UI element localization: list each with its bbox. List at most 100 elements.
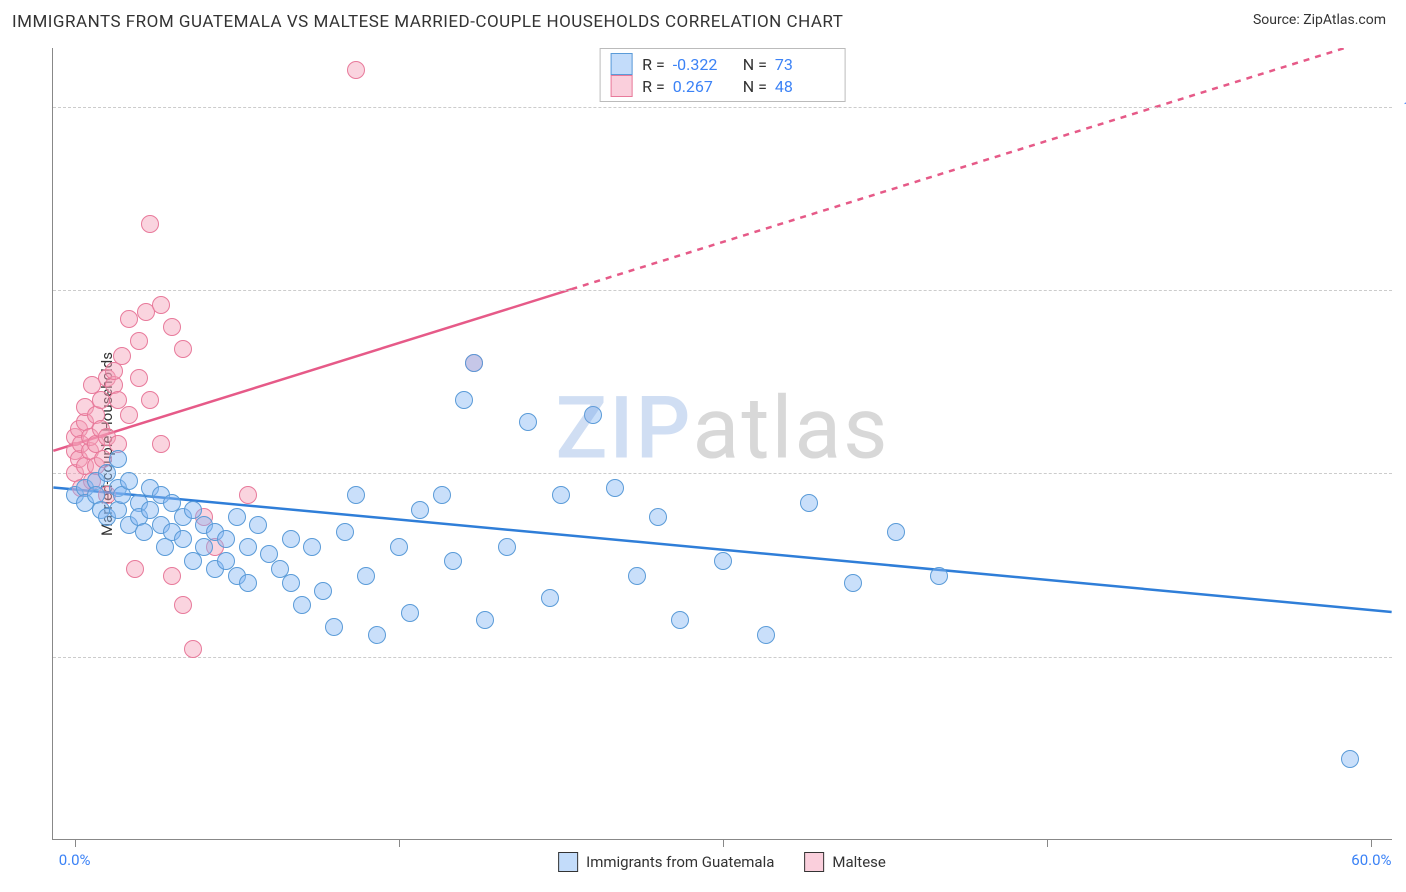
data-point	[444, 552, 462, 570]
chart-title: IMMIGRANTS FROM GUATEMALA VS MALTESE MAR…	[12, 12, 843, 32]
data-point	[174, 340, 192, 358]
data-point	[519, 413, 537, 431]
source-label: Source:	[1253, 12, 1300, 28]
plot-area: Married-couple Households ZIPatlas R =-0…	[52, 48, 1392, 840]
data-point	[184, 552, 202, 570]
watermark: ZIPatlas	[555, 377, 889, 478]
r-label: R =	[642, 55, 665, 74]
r-value: -0.322	[673, 55, 733, 74]
data-point	[800, 494, 818, 512]
data-point	[606, 479, 624, 497]
data-point	[282, 574, 300, 592]
data-point	[141, 391, 159, 409]
data-point	[141, 215, 159, 233]
source-value: ZipAtlas.com	[1303, 12, 1386, 28]
data-point	[347, 486, 365, 504]
r-label: R =	[642, 77, 665, 96]
x-tick	[399, 839, 400, 847]
x-tick	[723, 839, 724, 847]
data-point	[174, 596, 192, 614]
data-point	[163, 567, 181, 585]
data-point	[887, 523, 905, 541]
legend-stat-row: R =-0.322N =73	[610, 53, 835, 75]
data-point	[649, 508, 667, 526]
data-point	[347, 61, 365, 79]
legend-label: Maltese	[832, 853, 885, 871]
data-point	[130, 369, 148, 387]
data-point	[357, 567, 375, 585]
legend-swatch	[558, 852, 578, 872]
n-label: N =	[743, 55, 767, 74]
data-point	[1341, 750, 1359, 768]
gridline-h	[53, 107, 1392, 108]
data-point	[184, 640, 202, 658]
data-point	[336, 523, 354, 541]
y-tick-label: 75.0%	[1397, 281, 1406, 299]
data-point	[465, 354, 483, 372]
data-point	[195, 538, 213, 556]
x-tick-label: 60.0%	[1351, 851, 1391, 869]
x-tick	[1371, 839, 1372, 847]
legend-swatch	[610, 75, 632, 97]
data-point	[433, 486, 451, 504]
x-tick-label: 0.0%	[59, 851, 91, 869]
data-point	[228, 508, 246, 526]
watermark-atlas: atlas	[693, 377, 890, 478]
gridline-h	[53, 290, 1392, 291]
data-point	[411, 501, 429, 519]
data-point	[757, 626, 775, 644]
legend-stat-row: R =0.267N =48	[610, 75, 835, 97]
data-point	[92, 391, 110, 409]
data-point	[584, 406, 602, 424]
data-point	[671, 611, 689, 629]
chart-header: IMMIGRANTS FROM GUATEMALA VS MALTESE MAR…	[0, 0, 1406, 40]
x-tick	[1047, 839, 1048, 847]
data-point	[390, 538, 408, 556]
data-point	[282, 530, 300, 548]
data-point	[163, 318, 181, 336]
data-point	[314, 582, 332, 600]
data-point	[552, 486, 570, 504]
n-label: N =	[743, 77, 767, 96]
data-point	[325, 618, 343, 636]
data-point	[152, 435, 170, 453]
data-point	[401, 604, 419, 622]
data-point	[239, 538, 257, 556]
data-point	[120, 472, 138, 490]
data-point	[135, 523, 153, 541]
data-point	[109, 450, 127, 468]
data-point	[714, 552, 732, 570]
x-tick	[75, 839, 76, 847]
legend-swatch	[804, 852, 824, 872]
data-point	[303, 538, 321, 556]
data-point	[628, 567, 646, 585]
data-point	[293, 596, 311, 614]
legend-item: Maltese	[804, 852, 885, 872]
data-point	[455, 391, 473, 409]
n-value: 48	[775, 77, 835, 96]
trend-lines	[53, 48, 1392, 839]
y-tick-label: 100.0%	[1397, 98, 1406, 116]
data-point	[239, 486, 257, 504]
data-point	[113, 347, 131, 365]
data-point	[174, 530, 192, 548]
data-point	[126, 560, 144, 578]
data-point	[217, 530, 235, 548]
data-point	[249, 516, 267, 534]
data-point	[476, 611, 494, 629]
legend-item: Immigrants from Guatemala	[558, 852, 774, 872]
data-point	[368, 626, 386, 644]
chart-source: Source: ZipAtlas.com	[1253, 12, 1386, 28]
series-legend: Immigrants from Guatemala Maltese	[558, 852, 886, 872]
data-point	[930, 567, 948, 585]
data-point	[239, 574, 257, 592]
gridline-h	[53, 657, 1392, 658]
gridline-h	[53, 473, 1392, 474]
legend-swatch	[610, 53, 632, 75]
y-tick-label: 50.0%	[1397, 464, 1406, 482]
y-tick-label: 25.0%	[1397, 648, 1406, 666]
data-point	[844, 574, 862, 592]
data-point	[120, 406, 138, 424]
data-point	[130, 332, 148, 350]
watermark-zip: ZIP	[555, 377, 692, 478]
